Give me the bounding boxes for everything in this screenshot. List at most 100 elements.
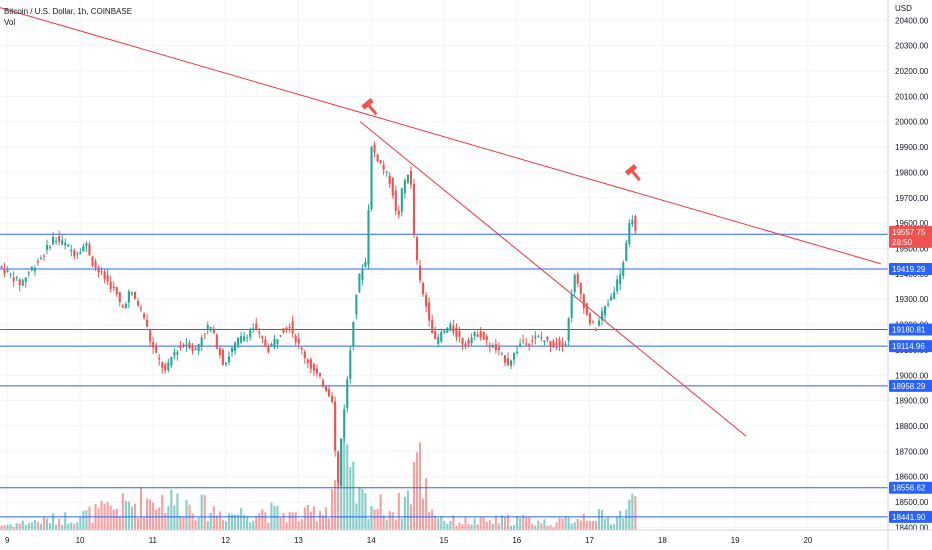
candle-body bbox=[500, 352, 503, 354]
candle-body bbox=[182, 344, 185, 347]
volume-bar bbox=[55, 524, 58, 530]
level-tag-label: 19114.96 bbox=[892, 342, 925, 351]
candle-body bbox=[73, 250, 76, 257]
price-tick-label: 19300.00 bbox=[895, 295, 929, 304]
level-tag-bg bbox=[889, 481, 932, 494]
candle-body bbox=[224, 362, 228, 365]
volume-bar bbox=[115, 508, 118, 530]
volume-bar bbox=[327, 518, 331, 530]
price-tick-label: 18700.00 bbox=[895, 447, 929, 456]
level-price-tag: 18556.62 bbox=[889, 481, 932, 494]
volume-bar bbox=[158, 507, 161, 530]
candle-body bbox=[264, 339, 267, 347]
volume-bar bbox=[443, 520, 446, 530]
volume-bar bbox=[188, 504, 191, 530]
volume-bar bbox=[397, 492, 400, 530]
candle-body bbox=[270, 343, 273, 346]
volume-bar bbox=[112, 509, 115, 530]
candle-body bbox=[215, 334, 218, 349]
candle-body bbox=[139, 307, 143, 309]
time-tick-label: 20 bbox=[803, 536, 812, 545]
candle-body bbox=[588, 312, 591, 324]
candle-body bbox=[79, 252, 82, 254]
hammer-handle bbox=[630, 169, 641, 182]
time-axis[interactable]: 9 10 11 12 13 14 15 16 17 18 19 20 bbox=[0, 529, 932, 545]
candle-body bbox=[503, 355, 507, 363]
volume-bar bbox=[294, 512, 297, 530]
candle-body bbox=[227, 356, 231, 363]
volume-bar bbox=[573, 522, 576, 530]
candle-body bbox=[230, 347, 234, 353]
volume-bar bbox=[622, 518, 625, 530]
candle-body bbox=[136, 301, 140, 306]
candle-body bbox=[600, 311, 604, 321]
candle-body bbox=[194, 348, 197, 350]
volume-bar bbox=[149, 499, 152, 530]
price-tags: 19556.3819419.2919180.8119114.9618958.29… bbox=[889, 225, 932, 523]
volume-bar bbox=[164, 513, 167, 530]
candle-body bbox=[388, 175, 391, 185]
volume-bar bbox=[461, 524, 464, 530]
volume-bar bbox=[434, 515, 437, 530]
candle-body bbox=[379, 160, 382, 163]
candle-body bbox=[246, 337, 249, 339]
candle-body bbox=[412, 183, 416, 235]
candle-body bbox=[188, 342, 191, 349]
volume-bar bbox=[528, 517, 531, 530]
candle-body bbox=[573, 275, 576, 292]
volume-bar bbox=[264, 512, 267, 530]
volume-bar bbox=[324, 507, 328, 530]
volume-bar bbox=[516, 515, 519, 530]
volume-bar bbox=[564, 516, 567, 530]
volume-bar bbox=[349, 467, 352, 530]
candle-body bbox=[127, 291, 130, 303]
candle-body bbox=[155, 345, 158, 353]
volume-bar bbox=[552, 527, 555, 530]
candle-body bbox=[625, 242, 628, 261]
candle-body bbox=[364, 261, 367, 267]
price-axis[interactable]: 18400.00 18500.00 18600.00 18700.00 18800.00… bbox=[887, 0, 929, 550]
volume-bar bbox=[373, 509, 376, 530]
candle-body bbox=[506, 358, 510, 366]
price-tick-label: 18400.00 bbox=[895, 523, 929, 532]
candle-body bbox=[158, 357, 161, 360]
volume-bar bbox=[494, 515, 497, 530]
price-tick-label: 19500.00 bbox=[895, 245, 929, 254]
candle-body bbox=[197, 343, 200, 352]
volume-bar bbox=[619, 510, 622, 530]
grid bbox=[0, 0, 888, 530]
volume-bar bbox=[464, 517, 467, 530]
volume-bar bbox=[594, 520, 598, 530]
volume-bar bbox=[240, 508, 243, 530]
volume-bar bbox=[318, 510, 322, 530]
volume-bar bbox=[334, 479, 337, 530]
candle-body bbox=[282, 328, 285, 333]
time-tick-label: 9 bbox=[5, 536, 10, 545]
volume-bar bbox=[233, 514, 237, 530]
candle-body bbox=[400, 188, 403, 212]
candle-body bbox=[567, 318, 570, 341]
price-tick-label: 20200.00 bbox=[895, 67, 929, 76]
price-tick-label: 19000.00 bbox=[895, 371, 929, 380]
candle-body bbox=[64, 242, 67, 246]
candle-body bbox=[591, 321, 594, 323]
candle-body bbox=[422, 283, 425, 295]
candle-body bbox=[594, 329, 598, 331]
candle-body bbox=[564, 344, 567, 346]
time-tick-label: 13 bbox=[294, 536, 303, 545]
candle-body bbox=[76, 253, 79, 255]
candle-body bbox=[540, 337, 543, 339]
volume-bar bbox=[258, 513, 261, 530]
volume-bar bbox=[6, 524, 9, 530]
candle-body bbox=[48, 246, 52, 248]
candle-body bbox=[327, 389, 331, 397]
chart-legend: Bitcoin / U.S. Dollar, 1h, COINBASE Vol bbox=[4, 6, 132, 28]
level-tag-label: 18958.29 bbox=[892, 382, 926, 391]
candle-body bbox=[233, 342, 237, 351]
volume-bar bbox=[279, 517, 282, 530]
candle-body bbox=[167, 362, 170, 371]
volume-bar bbox=[267, 522, 270, 530]
candle-body bbox=[425, 295, 428, 307]
volume-bar bbox=[488, 520, 491, 530]
